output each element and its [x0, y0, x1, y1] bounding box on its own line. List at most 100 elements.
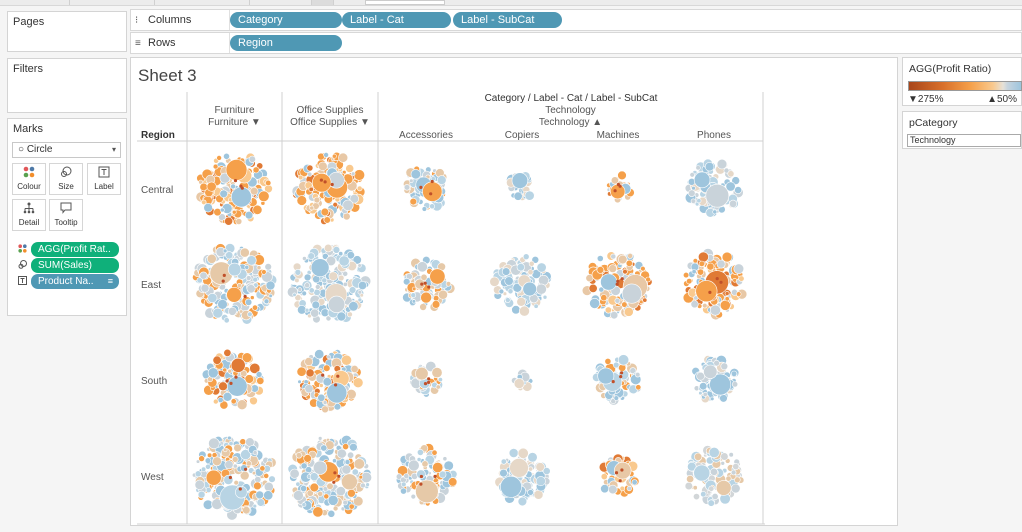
bubble-mark[interactable] [334, 383, 338, 387]
bubble-mark[interactable] [253, 481, 262, 491]
bubble-mark[interactable] [301, 290, 307, 297]
bubble-mark[interactable] [323, 493, 330, 500]
bubble-mark[interactable] [423, 281, 427, 285]
bubble-mark[interactable] [621, 283, 642, 304]
bubble-mark[interactable] [332, 505, 339, 512]
bubble-mark[interactable] [232, 463, 238, 469]
bubble-mark[interactable] [246, 284, 256, 294]
bubble-mark[interactable] [258, 190, 270, 203]
bubble-mark[interactable] [695, 165, 701, 171]
bubble-mark[interactable] [212, 163, 219, 170]
bubble-mark[interactable] [610, 184, 626, 200]
bubble-mark[interactable] [513, 378, 525, 389]
bubble-mark[interactable] [433, 474, 437, 478]
bubble-mark[interactable] [249, 396, 258, 406]
bubble-mark[interactable] [420, 273, 428, 281]
bubble-mark[interactable] [432, 461, 444, 473]
bubble-mark[interactable] [410, 169, 421, 180]
bubble-mark[interactable] [691, 269, 697, 275]
bubble-mark[interactable] [708, 485, 715, 492]
bubble-mark[interactable] [438, 470, 447, 479]
bubble-mark[interactable] [328, 295, 346, 313]
bubble-mark[interactable] [304, 282, 310, 289]
bubble-mark[interactable] [222, 273, 226, 277]
bubble-mark[interactable] [247, 311, 253, 317]
bubble-mark[interactable] [625, 259, 633, 267]
bubble-mark[interactable] [219, 400, 229, 410]
bubble-mark[interactable] [336, 311, 347, 322]
bubble-mark[interactable] [230, 357, 246, 373]
bubble-mark[interactable] [517, 447, 529, 459]
bubble-mark[interactable] [698, 260, 705, 267]
bubble-mark[interactable] [415, 479, 439, 504]
bubble-mark[interactable] [238, 487, 242, 491]
profit-ratio-pill[interactable]: AGG(Profit Rat.. [31, 242, 119, 257]
bubble-mark[interactable] [698, 251, 709, 263]
bubble-mark[interactable] [360, 482, 366, 489]
bubble-mark[interactable] [342, 281, 348, 287]
bubble-mark[interactable] [263, 472, 270, 479]
bubble-mark[interactable] [195, 459, 201, 464]
bubble-mark[interactable] [713, 359, 720, 367]
bubble-mark[interactable] [730, 483, 741, 494]
bubble-mark[interactable] [615, 282, 619, 286]
bubble-mark[interactable] [527, 489, 534, 496]
bubble-mark[interactable] [296, 366, 307, 377]
bubble-mark[interactable] [356, 185, 363, 192]
bubble-mark[interactable] [256, 498, 266, 507]
bubble-mark[interactable] [237, 282, 242, 288]
bubble-mark[interactable] [227, 262, 242, 277]
bubble-mark[interactable] [314, 349, 325, 360]
bubble-mark[interactable] [682, 272, 690, 279]
bubble-mark[interactable] [252, 304, 259, 311]
bubble-mark[interactable] [600, 294, 608, 302]
bubble-mark[interactable] [617, 354, 630, 366]
bubble-mark[interactable] [335, 486, 346, 497]
bubble-mark[interactable] [703, 364, 718, 379]
bubble-mark[interactable] [692, 485, 698, 491]
bubble-mark[interactable] [524, 190, 535, 201]
bubble-mark[interactable] [249, 187, 259, 196]
bubble-mark[interactable] [614, 297, 621, 304]
bubble-mark[interactable] [333, 471, 337, 475]
bubble-mark[interactable] [342, 443, 349, 450]
bubble-mark[interactable] [728, 452, 734, 458]
bubble-mark[interactable] [709, 467, 718, 476]
bubble-mark[interactable] [305, 368, 315, 378]
bubble-mark[interactable] [223, 152, 230, 160]
bubble-mark[interactable] [608, 264, 618, 273]
bubble-mark[interactable] [357, 290, 363, 295]
bubble-mark[interactable] [640, 266, 646, 272]
bubble-mark[interactable] [443, 460, 454, 471]
bubble-mark[interactable] [629, 367, 637, 375]
bubble-mark[interactable] [310, 308, 320, 318]
bubble-mark[interactable] [223, 348, 232, 357]
bubble-mark[interactable] [244, 467, 248, 471]
bubble-mark[interactable] [252, 166, 260, 174]
bubble-mark[interactable] [205, 463, 211, 470]
bubble-mark[interactable] [212, 307, 224, 319]
bubble-mark[interactable] [700, 491, 707, 498]
bubble-mark[interactable] [295, 481, 301, 487]
bubble-mark[interactable] [516, 263, 525, 272]
bubble-mark[interactable] [489, 276, 500, 287]
bubble-mark[interactable] [527, 269, 534, 276]
bubble-mark[interactable] [219, 189, 228, 199]
bubble-mark[interactable] [307, 171, 313, 177]
bubble-mark[interactable] [724, 291, 730, 296]
bubble-mark[interactable] [330, 182, 334, 187]
bubble-mark[interactable] [527, 452, 538, 463]
bubble-mark[interactable] [348, 286, 357, 294]
bubble-mark[interactable] [352, 377, 364, 389]
size-button[interactable]: Size [49, 163, 83, 195]
bubble-mark[interactable] [347, 488, 356, 498]
bubble-mark[interactable] [321, 405, 329, 414]
bubble-mark[interactable] [613, 189, 617, 193]
bubble-mark[interactable] [619, 375, 623, 379]
bubble-mark[interactable] [243, 294, 247, 299]
bubble-mark[interactable] [622, 269, 628, 275]
bubble-mark[interactable] [242, 506, 251, 515]
bubble-mark[interactable] [244, 211, 254, 220]
bubble-mark[interactable] [733, 263, 745, 275]
bubble-mark[interactable] [642, 297, 648, 303]
